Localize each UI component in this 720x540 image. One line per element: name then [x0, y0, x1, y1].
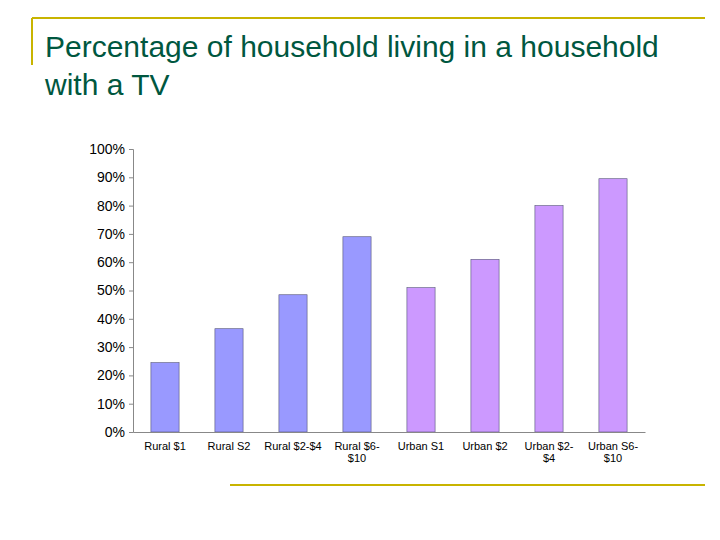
- y-tick: 10%: [97, 396, 133, 412]
- slide: Percentage of household living in a hous…: [0, 0, 720, 540]
- x-tick-label: Rural $1: [144, 440, 186, 452]
- y-tick: 100%: [89, 141, 133, 157]
- bar: [407, 288, 435, 432]
- y-axis: 0% 10% 20% 30% 40% 50% 60% 70% 80% 90% 100%: [89, 141, 133, 440]
- y-tick-label: 70%: [97, 226, 125, 242]
- slide-rule: [31, 18, 33, 65]
- y-tick: 80%: [97, 198, 133, 214]
- bar: [279, 295, 307, 432]
- x-tick-label: Rural $6-$10: [334, 440, 380, 465]
- y-tick: 0%: [105, 424, 133, 440]
- y-tick-label: 80%: [97, 198, 125, 214]
- bar: [215, 329, 243, 432]
- y-tick: 30%: [97, 339, 133, 355]
- bar: [151, 363, 179, 432]
- title: Percentage of household living in a hous…: [44, 30, 659, 101]
- x-tick: Rural $6-$10: [334, 440, 380, 465]
- y-tick-label: 30%: [97, 339, 125, 355]
- y-tick-mark: [129, 177, 133, 178]
- bar: [599, 179, 627, 432]
- x-tick-label: Rural $2-$4: [264, 440, 321, 452]
- y-tick-mark: [129, 149, 133, 150]
- y-axis-line: [129, 150, 134, 433]
- x-tick: Urban S1: [398, 440, 444, 452]
- y-tick-label: 40%: [97, 311, 125, 327]
- x-tick: Urban $2-$4: [525, 440, 574, 465]
- y-tick-mark: [129, 262, 133, 263]
- y-tick-mark: [129, 404, 133, 405]
- bar: [343, 237, 371, 432]
- x-tick: Urban S6-$10: [588, 440, 638, 465]
- y-tick: 90%: [97, 169, 133, 185]
- y-tick-mark: [129, 375, 133, 376]
- y-tick-mark: [129, 291, 133, 292]
- slide-rule: [230, 484, 705, 486]
- slide-rule: [32, 17, 705, 19]
- x-tick-label: Rural S2: [208, 440, 251, 452]
- y-tick-mark: [129, 319, 133, 320]
- y-tick: 70%: [97, 226, 133, 242]
- y-tick-label: 50%: [97, 282, 125, 298]
- x-axis-line: [134, 432, 646, 433]
- y-tick-mark: [129, 432, 133, 433]
- y-tick: 50%: [97, 282, 133, 298]
- y-tick: 60%: [97, 254, 133, 270]
- y-tick-mark: [129, 347, 133, 348]
- y-tick: 40%: [97, 311, 133, 327]
- y-tick-label: 60%: [97, 254, 125, 270]
- bar: [471, 259, 499, 432]
- x-tick-label: Urban $2-$4: [525, 440, 574, 465]
- x-tick-label: Urban $2: [462, 440, 507, 452]
- y-tick-mark: [129, 206, 133, 207]
- x-axis: Rural $1 Rural S2 Rural $2-$4 Rural $6-$10 U…: [134, 433, 646, 465]
- y-tick: 20%: [97, 367, 133, 383]
- x-tick-label: Urban S1: [398, 440, 444, 452]
- bars: [151, 179, 627, 432]
- y-tick-label: 10%: [97, 396, 125, 412]
- y-tick-label: 0%: [105, 424, 125, 440]
- y-tick-mark: [129, 234, 133, 235]
- bar: [535, 206, 563, 432]
- y-tick-label: 20%: [97, 367, 125, 383]
- y-tick-label: 90%: [97, 169, 125, 185]
- x-tick-label: Urban S6-$10: [588, 440, 638, 465]
- y-tick-label: 100%: [89, 141, 125, 157]
- x-tick: Rural $2-$4: [264, 440, 321, 452]
- x-tick: Rural S2: [208, 440, 251, 452]
- x-tick: Rural $1: [144, 440, 186, 452]
- x-tick: Urban $2: [462, 440, 507, 452]
